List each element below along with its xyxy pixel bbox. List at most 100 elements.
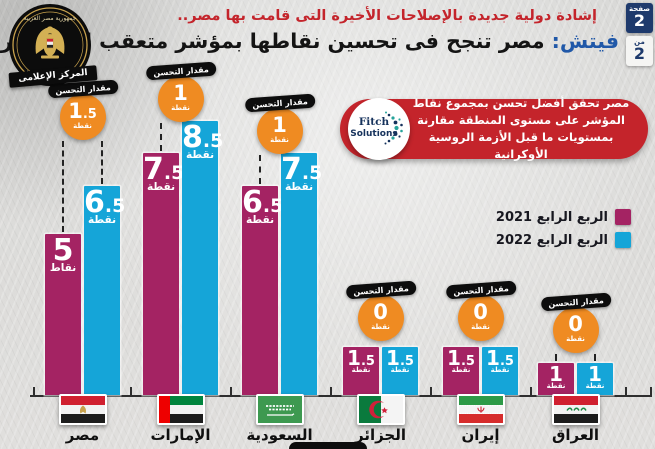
fitch-solutions-logo: Fitch Solutions [348, 98, 410, 160]
country-label-iran: إيران [461, 426, 500, 444]
legend-item-2021: الربع الرابع 2021 [496, 209, 631, 225]
improvement-badge-title: مقدار التحسن [145, 61, 216, 81]
improvement-badge-title: مقدار التحسن [244, 93, 315, 113]
bar-value-label: 6.5 نقطة [84, 185, 126, 226]
of-label: من [634, 38, 645, 47]
improvement-badge-uae: 1 نقطة [157, 76, 204, 122]
bar-value-label: 6.5 نقطة [242, 185, 284, 226]
connector-dashed-line [62, 141, 64, 232]
callout-pill: مصر تحقق أفضل تحسن بمجموع نقاط المؤشر عل… [340, 96, 648, 161]
axis-tick [130, 387, 132, 396]
improvement-badge-egypt: 1.5 نقطة [59, 94, 106, 140]
legend-swatch-2021 [615, 209, 631, 225]
improvement-badge-title: مقدار التحسن [445, 280, 516, 300]
improvement-badge-title: مقدار التحسن [540, 292, 611, 312]
connector-dashed-line [101, 141, 103, 184]
bar-q4-2022-uae: 8.5 نقطة [182, 120, 224, 395]
page-number-cell: صفحة 2 [626, 3, 653, 33]
bar-q4-2022-iraq: 1 نقطة [577, 362, 613, 396]
bar-q4-2022-algeria: 1.5 نقطة [382, 346, 418, 396]
flag-uae-icon [158, 396, 203, 423]
page-number: 2 [633, 11, 646, 31]
egypt-government-emblem: جمهورية مصر العربية رئاسة مجلس الوزراء ا… [8, 3, 100, 103]
flag-egypt [58, 394, 107, 425]
bar-value-label: 1.5 نقطة [486, 346, 514, 374]
fitch-logo-line1: Fitch [359, 116, 390, 128]
improvement-badge-iran: 0 نقطة [457, 295, 504, 341]
legend-label-2022: الربع الرابع 2022 [495, 232, 608, 248]
flag-algeria [356, 394, 405, 425]
legend: الربع الرابع 2021 الربع الرابع 2022 [496, 209, 631, 255]
eagle-emblem-icon: جمهورية مصر العربية رئاسة مجلس الوزراء [9, 4, 91, 86]
bar-value-label: 1.5 نقطة [386, 346, 414, 374]
bar-q4-2021-uae: 7.5 نقطة [143, 152, 185, 395]
headline-kicker: إشادة دولية جديدة بالإصلاحات الأخيرة الت… [177, 8, 597, 24]
bar-value-label: 1.5 نقطة [347, 346, 375, 374]
country-label-uae: الإمارات [150, 426, 211, 444]
axis-tick [430, 387, 432, 396]
flag-saudi-icon [257, 396, 302, 423]
of-number: 2 [633, 44, 646, 64]
emblem-top-text: جمهورية مصر العربية [24, 15, 77, 22]
callout-line1: مصر تحقق أفضل تحسن بمجموع نقاط [412, 95, 630, 110]
country-label-algeria: الجزائر [354, 426, 407, 444]
country-label-iraq: العراق [551, 426, 600, 444]
fitch-logo-line2: Solutions [350, 129, 398, 139]
flag-iraq [551, 394, 600, 425]
x-axis [30, 395, 652, 397]
legend-item-2022: الربع الرابع 2022 [496, 232, 631, 248]
bar-q4-2022-saudi: 7.5 نقطة [281, 152, 323, 395]
axis-tick [650, 387, 652, 396]
connector-dashed-line [259, 155, 261, 184]
bar-value-label: 1.5 نقطة [447, 346, 475, 374]
bar-value-label: 8.5 نقطة [182, 120, 224, 161]
bar-q4-2021-algeria: 1.5 نقطة [343, 346, 379, 396]
flag-iran-icon [458, 396, 503, 423]
flag-algeria-icon [358, 396, 403, 423]
legend-label-2021: الربع الرابع 2021 [495, 209, 608, 225]
axis-tick [530, 387, 532, 396]
connector-dashed-line [160, 123, 162, 151]
callout-line3: بمستويات ما قبل الأزمة الروسية الأوكراني… [428, 130, 614, 162]
improvement-badge-algeria: 0 نقطة [357, 295, 404, 341]
flag-saudi [255, 394, 304, 425]
bar-q4-2022-egypt: 6.5 نقطة [84, 185, 126, 396]
golden-eagle-icon [35, 26, 65, 59]
bar-value-label: 7.5 نقطة [143, 152, 185, 193]
bar-q4-2022-iran: 1.5 نقطة [482, 346, 518, 396]
fitch-logo-dots [384, 111, 403, 145]
fitch-word: فيتش: [551, 29, 619, 53]
country-label-saudi: السعودية [246, 426, 313, 444]
axis-tick [33, 387, 35, 396]
connector-dashed-line [555, 354, 557, 361]
axis-tick [330, 387, 332, 396]
bar-value-label: 5 نقاط [49, 233, 77, 274]
flag-shield-icon [46, 38, 54, 49]
fitch-solutions-logo-icon: Fitch Solutions [350, 111, 403, 145]
improvement-badge-iraq: 0 نقطة [552, 307, 599, 353]
bar-value-label: 7.5 نقطة [281, 152, 323, 193]
axis-tick [230, 387, 232, 396]
bar-q4-2021-iran: 1.5 نقطة [443, 346, 479, 396]
flag-iraq-icon [553, 396, 598, 423]
flag-iran [456, 394, 505, 425]
flag-uae [156, 394, 205, 425]
improvement-badge-saudi: 1 نقطة [256, 108, 303, 154]
improvement-badge-title: مقدار التحسن [345, 280, 416, 300]
page-label: صفحة [628, 5, 651, 14]
flag-egypt-icon [60, 396, 105, 423]
page-of-cell: من 2 [626, 36, 653, 66]
axis-tick [625, 387, 627, 396]
bar-value-label: 1 نقطة [546, 362, 566, 390]
page-indicator: صفحة 2 من 2 [626, 3, 653, 69]
legend-swatch-2022 [615, 232, 631, 248]
bar-q4-2021-egypt: 5 نقاط [45, 234, 81, 395]
country-label-egypt: مصر [65, 426, 100, 444]
callout-line2: المؤشر على مستوى المنطقة مقارنة [417, 112, 625, 127]
bar-q4-2021-saudi: 6.5 نقطة [242, 185, 284, 396]
bar-value-label: 1 نقطة [585, 362, 605, 390]
bar-q4-2021-iraq: 1 نقطة [538, 362, 574, 396]
bottom-banner-edge [289, 442, 367, 449]
